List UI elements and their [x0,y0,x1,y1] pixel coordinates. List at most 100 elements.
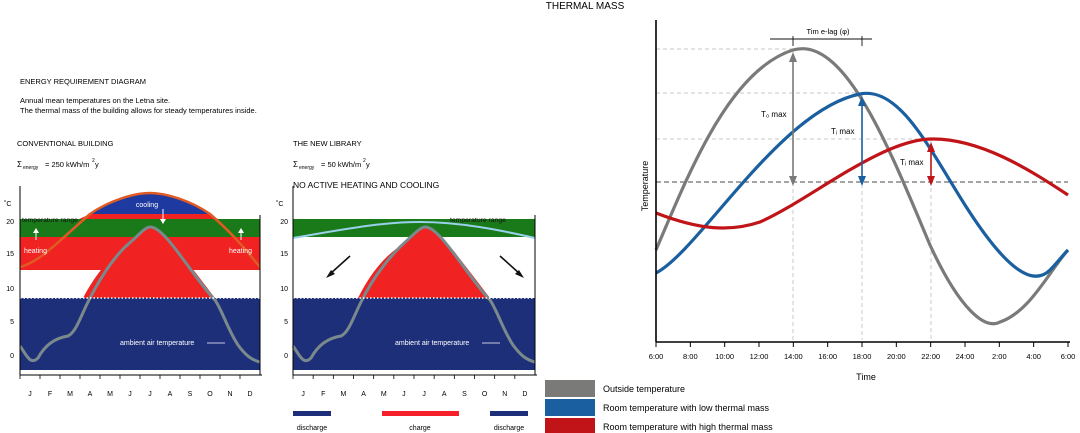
mid-charge-hill [358,228,490,298]
left-ytick-0: 0 [10,353,14,360]
time-tick-label: 4:00 [1026,352,1041,361]
left-energy-formula: Σ energy = 250 kWh/m 2 y [17,158,99,171]
time-tick-label: 8:00 [683,352,698,361]
svg-text:2: 2 [363,158,366,164]
intro-line-1: Annual mean temperatures on the Letna si… [20,96,170,105]
discharge-bar-left [293,411,331,416]
mid-ytick-10: 10 [280,286,288,293]
left-month-label: O [207,391,213,398]
x-axis-label: Time [856,372,876,382]
intro-heading: ENERGY REQUIREMENT DIAGRAM [20,77,146,86]
page-title: THERMAL MASS [546,1,625,12]
left-heating-right: heating [229,248,252,255]
left-cooling-label: cooling [136,202,158,209]
mid-month-label: F [321,391,325,398]
legend-charge: charge [409,425,431,432]
time-tick-label: 6:00 [649,352,664,361]
mid-subtitle: NO ACTIVE HEATING AND COOLING [293,180,439,190]
time-tick-label: 22:00 [921,352,940,361]
time-tick-label: 20:00 [887,352,906,361]
time-tick-label: 2:00 [992,352,1007,361]
left-unit: ˚C [4,200,11,208]
svg-text:2: 2 [92,158,95,164]
left-panel-title: CONVENTIONAL BUILDING [17,139,114,148]
mid-band-label: temperature range [450,217,506,224]
mid-month-label: M [381,391,387,398]
low-mass-curve [655,91,1070,278]
left-month-label: F [48,391,52,398]
mid-energy-formula: Σ energy = 50 kWh/m 2 y [293,158,370,171]
mid-month-label: N [502,391,507,398]
mid-month-label: M [340,391,346,398]
mid-ytick-5: 5 [284,319,288,326]
left-band-label: temperature range [22,217,78,224]
mid-month-label: D [522,391,527,398]
time-tick-label: 10:00 [715,352,734,361]
left-month-label: M [67,391,73,398]
legend-swatch [545,399,595,416]
left-month-label: S [188,391,193,398]
legend-swatch [545,418,595,433]
left-charge-hill [83,228,215,298]
ti-max-label-1: Tᵢ max [831,127,854,136]
mid-arrow-right-icon [499,255,524,278]
charge-bar [382,411,459,416]
legend-discharge-left: discharge [297,425,327,432]
svg-text:Σ: Σ [293,160,298,169]
left-ytick-15: 15 [6,251,14,258]
left-month-label: J [148,391,152,398]
left-month-label: A [88,391,93,398]
mid-month-label: A [442,391,447,398]
mid-month-label: J [301,391,305,398]
time-tick-label: 14:00 [784,352,803,361]
thermal-lag-chart: Tim e-lag (φ) T₀ max Tᵢ max Tᵢ max 6:00 8… [545,20,1075,433]
left-heating-left: heating [24,248,47,255]
time-tick-label: 16:00 [818,352,837,361]
svg-text:y: y [366,160,370,169]
mid-month-label: S [462,391,467,398]
left-month-label: J [28,391,32,398]
mid-month-label: J [402,391,406,398]
svg-text:y: y [95,160,99,169]
svg-text:energy: energy [23,165,39,171]
mid-panel-title: THE NEW LIBRARY [293,139,362,148]
mid-month-label: A [361,391,366,398]
to-max-arrow [789,52,797,186]
left-month-label: N [227,391,232,398]
mid-arrow-left-icon [326,255,351,278]
svg-text:energy: energy [299,165,315,171]
mid-ytick-20: 20 [280,219,288,226]
legend-label: Outside temperature [603,384,685,394]
left-ambient-curve [20,225,260,364]
left-cold-region [20,298,260,370]
mid-ytick-15: 15 [280,251,288,258]
mid-ytick-0: 0 [284,353,288,360]
mid-month-label: O [482,391,488,398]
legend-label: Room temperature with high thermal mass [603,422,773,432]
svg-text:= 50 kWh/m: = 50 kWh/m [321,160,361,169]
ti-max-low-arrow [858,96,866,186]
left-month-label: A [168,391,173,398]
conventional-building-panel: CONVENTIONAL BUILDING Σ energy = 250 kWh… [4,139,262,398]
left-ytick-20: 20 [6,219,14,226]
mid-unit: ˚C [276,200,283,208]
time-tick-label: 24:00 [956,352,975,361]
left-month-label: D [247,391,252,398]
y-axis-label: Temperature [640,161,650,212]
time-lag-label: Tim e-lag (φ) [807,27,850,36]
mid-ambient-curve [291,225,535,364]
legend-label: Room temperature with low thermal mass [603,403,770,413]
time-tick-label: 18:00 [853,352,872,361]
time-tick-label: 6:00 [1061,352,1076,361]
discharge-bar-right [490,411,528,416]
intro-line-2: The thermal mass of the building allows … [20,106,257,115]
left-ambient-label: ambient air temperature [120,340,194,347]
time-tick-label: 12:00 [750,352,769,361]
svg-text:Σ: Σ [17,160,22,169]
mid-temperature-range [293,219,535,237]
to-max-label: T₀ max [761,110,787,119]
mid-indoor-curve [292,220,535,239]
left-ytick-5: 5 [10,319,14,326]
mid-ambient-label: ambient air temperature [395,340,469,347]
